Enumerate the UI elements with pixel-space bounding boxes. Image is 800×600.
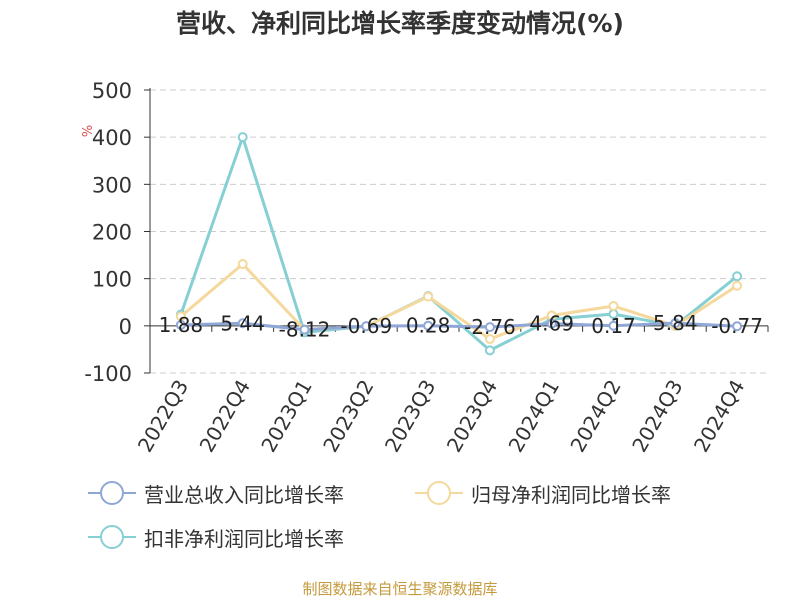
source-note: 制图数据来自恒生聚源数据库 [302,580,498,598]
chart-title: 营收、净利同比增长率季度变动情况(%) [176,9,624,38]
y-tick-label: 100 [92,268,132,292]
data-label: -2.76 [464,315,516,339]
data-label: -0.77 [711,314,763,338]
data-point [423,291,434,302]
data-label: 5.84 [653,311,698,335]
data-point [175,319,186,330]
series-line [179,262,738,341]
x-tick-label: 2024Q2 [565,376,625,457]
data-point [670,318,681,329]
legend-item-revenue[interactable]: 营业总收入同比增长率 [88,475,344,511]
legend-label-net-profit: 归母净利润同比增长率 [471,482,671,507]
x-tick-label: 2023Q3 [380,375,440,456]
y-tick-label: 0 [119,315,132,339]
y-tick-label: 200 [92,221,132,245]
x-tick-label: 2023Q1 [256,376,316,457]
y-axis-label: % [81,125,96,137]
series-layer [175,132,743,356]
legend-marker-deducted-profit [88,524,136,550]
x-tick-label: 2022Q4 [195,376,255,457]
data-point [237,259,248,270]
data-label: 4.69 [529,312,574,336]
data-point [732,321,743,332]
data-point [608,320,619,331]
y-tick-label: 300 [92,173,132,197]
data-point [484,334,495,345]
data-point [423,320,434,331]
legend-item-deducted-profit[interactable]: 扣非净利润同比增长率 [88,519,344,555]
data-label: -0.69 [340,314,392,338]
label-layer: 1.88 5.44 -8.12 -0.69 0.28 -2.76 4.69 0.17 5.84-… [159,311,763,342]
data-point [484,345,495,356]
data-label: 5.44 [220,311,265,335]
data-label: 1.88 [159,313,204,337]
data-point [484,322,495,333]
x-tick-label: 2024Q4 [689,376,749,457]
legend-marker-revenue [88,480,136,506]
data-label: 0.28 [406,314,451,338]
x-tick-label: 2023Q4 [442,376,502,457]
x-tick-label: 2024Q1 [504,376,564,457]
data-point [546,318,557,329]
data-point [361,321,372,332]
data-point [237,132,248,143]
data-label: -8.12 [279,318,331,342]
x-tick-label: 2023Q2 [318,376,378,457]
data-point [732,280,743,291]
grid-layer [150,89,768,374]
y-tick-label: 400 [92,126,132,150]
y-tick-label: -100 [84,362,132,386]
legend-label-revenue: 营业总收入同比增长率 [144,482,344,507]
series-line [180,321,738,332]
data-point [608,301,619,312]
data-label: 0.17 [591,314,636,338]
data-point [732,271,743,282]
legend-marker-net-profit [415,480,463,506]
series-line [179,135,739,352]
x-tick-label: 2024Q3 [627,376,687,457]
legend-item-net-profit[interactable]: 归母净利润同比增长率 [415,475,671,511]
data-point [237,318,248,329]
y-tick-label: 500 [92,79,132,103]
x-tick-label: 2022Q3 [133,376,193,457]
legend-label-deducted-profit: 扣非净利润同比增长率 [144,526,344,551]
data-point [299,324,310,335]
